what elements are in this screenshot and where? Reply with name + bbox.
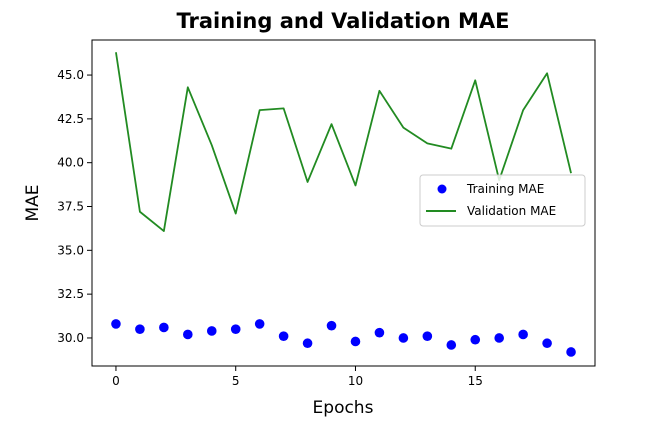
x-tick-label: 10 bbox=[348, 374, 363, 388]
legend-label-training: Training MAE bbox=[466, 182, 544, 196]
training-mae-point bbox=[350, 336, 361, 347]
y-axis-label: MAE bbox=[23, 184, 43, 221]
y-tick-label: 40.0 bbox=[57, 156, 84, 170]
y-tick-label: 32.5 bbox=[57, 287, 84, 301]
x-tick-label: 0 bbox=[112, 374, 120, 388]
y-tick-label: 30.0 bbox=[57, 331, 84, 345]
training-mae-point bbox=[326, 320, 337, 331]
training-mae-point bbox=[230, 324, 241, 334]
chart-title: Training and Validation MAE bbox=[177, 9, 510, 33]
training-mae-point bbox=[302, 338, 313, 349]
validation-mae-line bbox=[115, 52, 572, 232]
legend-box bbox=[419, 174, 586, 227]
series-layer bbox=[111, 52, 576, 357]
y-tick-label: 37.5 bbox=[57, 200, 84, 214]
training-mae-point bbox=[566, 347, 576, 357]
training-mae-point bbox=[542, 338, 552, 349]
training-mae-point bbox=[470, 334, 481, 345]
training-mae-point bbox=[446, 340, 457, 350]
training-mae-point bbox=[159, 322, 169, 333]
x-axis-label: Epochs bbox=[313, 398, 374, 418]
training-mae-point bbox=[398, 333, 409, 343]
plot-area bbox=[91, 39, 596, 367]
training-mae-point bbox=[374, 327, 385, 338]
training-mae-point bbox=[422, 331, 433, 342]
legend-label-validation: Validation MAE bbox=[467, 204, 556, 218]
axis-ticks: 0 5 10 15 30.0 32.5 35.0 37.5 40.0 42.5 45.0 bbox=[57, 68, 483, 388]
training-mae-point bbox=[254, 319, 265, 329]
training-mae-point bbox=[494, 333, 504, 343]
training-mae-point bbox=[183, 329, 193, 340]
y-tick-label: 35.0 bbox=[57, 243, 84, 257]
x-tick-label: 5 bbox=[232, 374, 240, 388]
training-mae-point bbox=[111, 319, 121, 329]
legend: Training MAE Validation MAE bbox=[419, 174, 586, 227]
training-mae-point bbox=[135, 324, 145, 334]
legend-marker-training bbox=[437, 184, 447, 194]
training-mae-point bbox=[206, 326, 217, 336]
y-tick-label: 45.0 bbox=[57, 68, 84, 82]
training-mae-point bbox=[278, 331, 289, 342]
y-tick-label: 42.5 bbox=[57, 112, 84, 126]
training-mae-point bbox=[518, 329, 528, 340]
x-tick-label: 15 bbox=[468, 374, 483, 388]
